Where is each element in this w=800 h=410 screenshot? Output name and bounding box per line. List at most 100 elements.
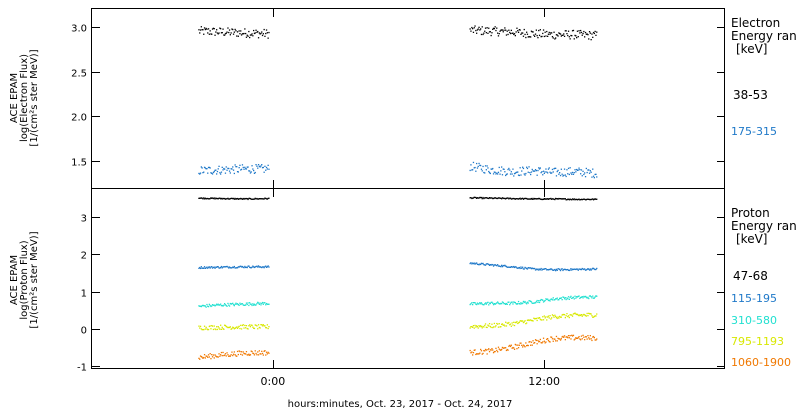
- data-point: [264, 197, 266, 199]
- data-point: [261, 31, 263, 33]
- data-point: [476, 353, 478, 355]
- data-point: [526, 268, 529, 270]
- data-point: [517, 174, 520, 176]
- data-point: [547, 269, 549, 271]
- data-point: [520, 33, 522, 35]
- data-point: [550, 32, 552, 34]
- data-point: [575, 297, 577, 299]
- data-point: [205, 168, 207, 170]
- data-point: [266, 198, 268, 200]
- data-point: [512, 303, 514, 305]
- data-point: [522, 268, 525, 270]
- data-point: [511, 347, 513, 349]
- data-point: [555, 315, 557, 318]
- data-point: [222, 169, 224, 171]
- data-point: [521, 344, 523, 346]
- data-point: [548, 299, 550, 301]
- data-point: [208, 303, 210, 305]
- data-point: [504, 171, 506, 173]
- data-point: [504, 325, 506, 327]
- data-point: [489, 325, 491, 328]
- data-point: [530, 268, 533, 270]
- data-point: [560, 338, 562, 340]
- data-point: [261, 301, 264, 304]
- data-point: [527, 267, 529, 269]
- data-point: [265, 265, 267, 267]
- data-point: [580, 169, 583, 171]
- data-point: [256, 265, 258, 267]
- data-point: [251, 350, 253, 353]
- data-point: [524, 174, 526, 176]
- data-point: [532, 320, 534, 322]
- data-point: [198, 29, 200, 31]
- data-point: [488, 264, 491, 266]
- data-point: [571, 269, 573, 271]
- data-point: [538, 317, 540, 319]
- data-point: [487, 301, 489, 303]
- data-point: [471, 26, 473, 29]
- data-point: [256, 325, 258, 327]
- data-point: [490, 301, 492, 304]
- data-point: [205, 326, 207, 328]
- data-point: [249, 170, 251, 172]
- data-point: [585, 199, 587, 201]
- data-point: [509, 304, 511, 306]
- data-point: [524, 266, 526, 269]
- data-point: [230, 328, 232, 330]
- data-point: [215, 328, 217, 331]
- data-point: [553, 338, 555, 340]
- data-point: [562, 296, 564, 298]
- data-point: [219, 267, 221, 269]
- data-point: [506, 30, 508, 32]
- data-point: [513, 33, 515, 36]
- data-point: [266, 303, 268, 305]
- data-point: [584, 295, 587, 298]
- data-point: [203, 198, 206, 200]
- data-point: [563, 335, 566, 337]
- data-point: [550, 318, 552, 320]
- data-point: [571, 297, 574, 299]
- data-point: [584, 31, 587, 34]
- data-point: [536, 174, 538, 176]
- data-point: [499, 326, 501, 328]
- data-point: [220, 303, 222, 305]
- data-point: [592, 198, 594, 200]
- data-point: [211, 266, 213, 268]
- data-point: [514, 321, 516, 324]
- data-point: [233, 328, 235, 330]
- data-point: [497, 32, 499, 34]
- data-point: [218, 327, 220, 329]
- data-point: [555, 198, 558, 200]
- data-point: [472, 352, 475, 354]
- data-point: [253, 198, 256, 200]
- data-point: [260, 353, 262, 355]
- data-point: [472, 263, 475, 265]
- data-point: [492, 265, 495, 267]
- data-point: [213, 197, 215, 199]
- data-point: [265, 304, 267, 306]
- data-point: [558, 338, 560, 340]
- data-point: [265, 29, 268, 31]
- data-point: [475, 29, 477, 32]
- data-point: [238, 167, 240, 169]
- data-point: [471, 263, 473, 265]
- data-point: [501, 174, 504, 176]
- data-point: [542, 299, 544, 301]
- data-point: [236, 327, 239, 329]
- data-point: [259, 353, 261, 355]
- data-point: [596, 267, 598, 270]
- data-point: [261, 324, 263, 326]
- data-point: [537, 169, 539, 172]
- series-795-1193: [198, 312, 598, 331]
- data-point: [588, 31, 591, 33]
- data-point: [538, 269, 540, 271]
- data-point: [592, 36, 594, 38]
- series-115-195: [198, 262, 598, 272]
- data-point: [258, 198, 260, 200]
- data-point: [582, 314, 584, 316]
- data-point: [556, 340, 558, 342]
- data-point: [233, 351, 235, 353]
- data-point: [541, 171, 543, 173]
- data-point: [253, 327, 255, 329]
- data-point: [563, 296, 565, 298]
